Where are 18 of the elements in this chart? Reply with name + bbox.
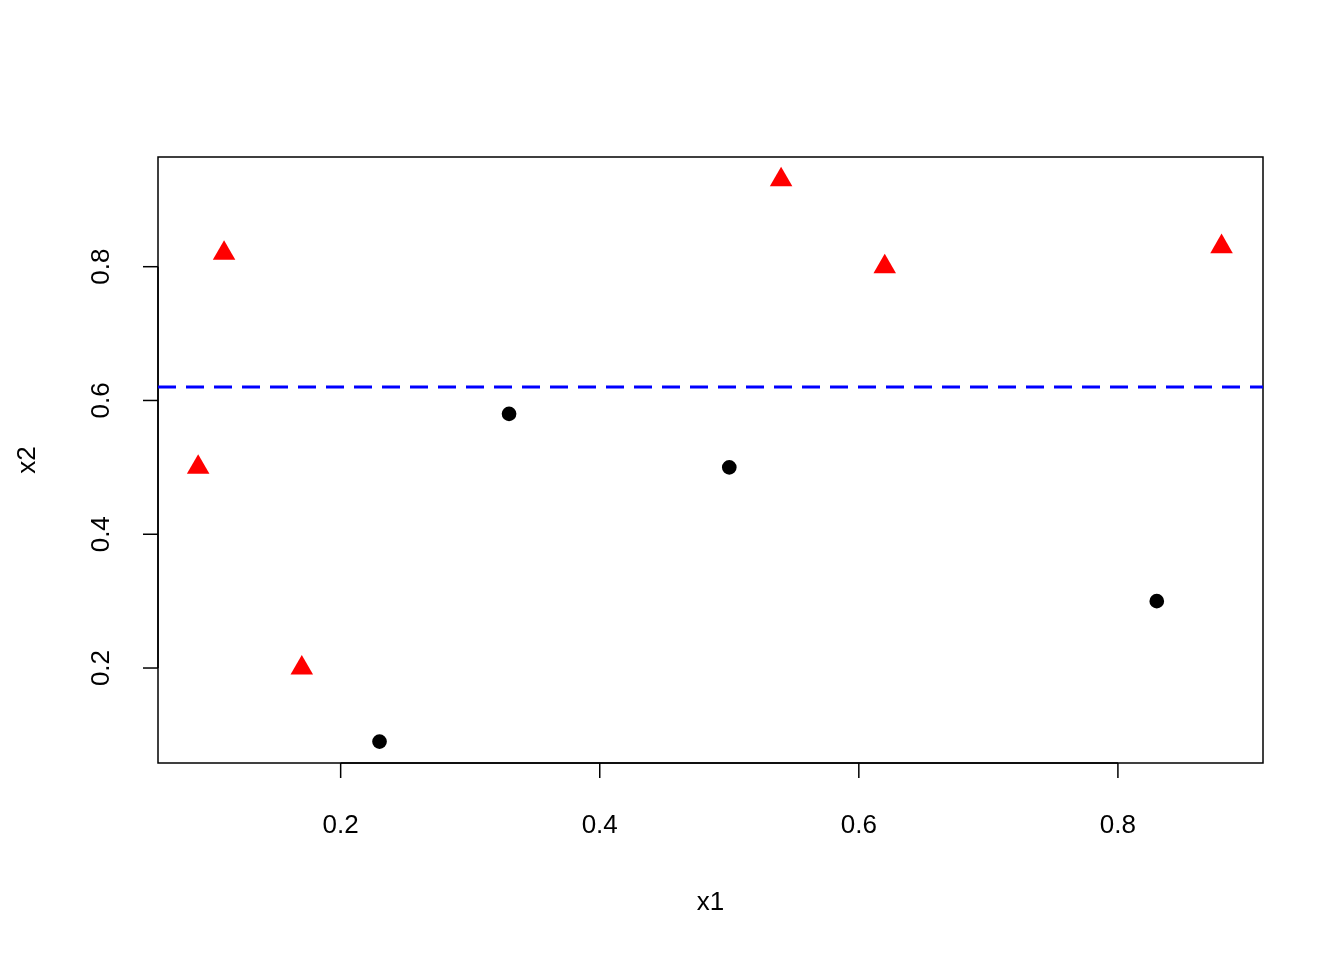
point	[212, 240, 236, 260]
point	[873, 253, 897, 274]
y-tick-label: 0.8	[85, 248, 115, 285]
point	[1210, 233, 1233, 254]
x-tick-label: 0.8	[1099, 809, 1136, 839]
x-tick-label: 0.6	[840, 809, 877, 839]
y-tick-label: 0.2	[85, 649, 115, 687]
point	[721, 460, 737, 475]
y-axis-title: x2	[11, 446, 41, 474]
x-tick-label: 0.4	[581, 809, 618, 839]
point	[372, 734, 387, 749]
y-tick-label: 0.6	[85, 382, 115, 419]
point	[1149, 593, 1165, 609]
x-axis-title: x1	[696, 886, 725, 916]
y-tick-label: 0.4	[85, 516, 115, 553]
x-tick-label: 0.2	[322, 809, 359, 839]
point	[769, 166, 793, 187]
point	[186, 454, 210, 474]
